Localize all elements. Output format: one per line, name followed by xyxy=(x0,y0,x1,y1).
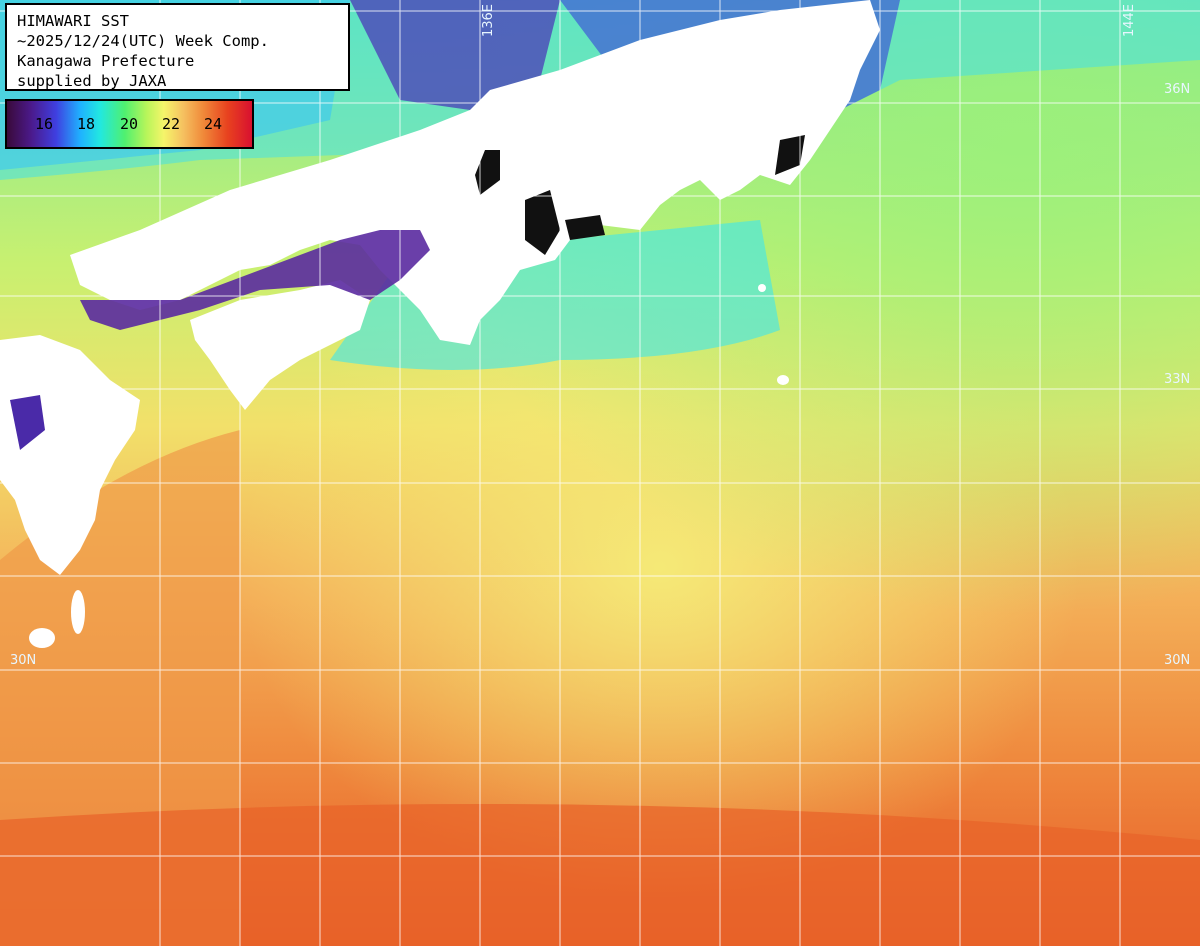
lat-label-33n: 33N xyxy=(1164,372,1191,387)
lat-label-30n-left: 30N xyxy=(10,653,37,668)
kyushu-bay xyxy=(10,395,45,450)
lat-label-30n-right: 30N xyxy=(1164,653,1191,668)
land-kyushu xyxy=(0,335,140,575)
sea-of-japan-purple xyxy=(350,0,560,110)
legend-tick: 16 xyxy=(35,115,54,133)
sst-color-legend: 16 18 20 22 24 xyxy=(5,99,254,149)
lake-biwa xyxy=(475,150,500,195)
legend-tick: 22 xyxy=(162,115,181,133)
legend-tick: 18 xyxy=(77,115,96,133)
land-shikoku xyxy=(190,280,370,410)
island-izu xyxy=(758,284,766,292)
legend-tick: 20 xyxy=(120,115,139,133)
lon-label-136e: 136E xyxy=(481,4,496,38)
title-line-4: supplied by JAXA xyxy=(17,72,167,90)
lat-label-36n: 36N xyxy=(1164,82,1191,97)
island-yakushima xyxy=(29,628,55,648)
map-title-box: HIMAWARI SST ~2025/12/24(UTC) Week Comp.… xyxy=(5,3,350,91)
inland-sea xyxy=(80,230,430,330)
island-tanegashima xyxy=(71,590,85,634)
title-line-1: HIMAWARI SST xyxy=(17,12,129,30)
land-honshu xyxy=(70,0,880,345)
lon-label-144e: 144E xyxy=(1122,4,1137,38)
bay-ise xyxy=(565,215,605,240)
island-oshima xyxy=(777,375,789,385)
title-line-3: Kanagawa Prefecture xyxy=(17,52,195,70)
legend-tick: 24 xyxy=(204,115,223,133)
title-line-2: ~2025/12/24(UTC) Week Comp. xyxy=(17,32,269,50)
bay-osaka xyxy=(525,190,560,255)
south-warm-band xyxy=(0,804,1200,946)
bay-tokyo xyxy=(775,135,805,175)
